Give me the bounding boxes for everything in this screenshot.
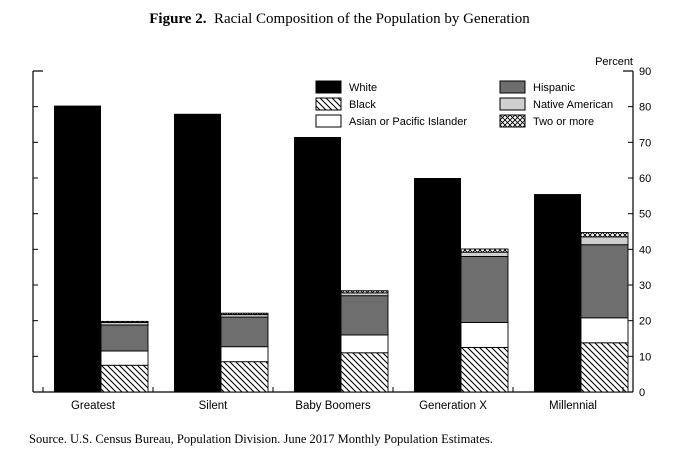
legend-label-asian-or-pacific-islander: Asian or Pacific Islander bbox=[349, 116, 467, 128]
bar-hispanic-greatest bbox=[100, 324, 149, 352]
bar-native-american-millennial bbox=[580, 236, 629, 246]
legend-label-hispanic: Hispanic bbox=[533, 82, 576, 94]
y-tick-label: 90 bbox=[639, 66, 651, 78]
legend-swatch-hispanic bbox=[499, 80, 526, 94]
bar-white-baby-boomers bbox=[294, 136, 341, 392]
figure-label: Figure 2. bbox=[149, 11, 207, 27]
bar-hispanic-generation-x bbox=[460, 256, 509, 323]
bar-native-american-generation-x bbox=[460, 251, 509, 257]
bar-black-silent bbox=[220, 361, 269, 393]
bar-black-generation-x bbox=[460, 346, 509, 393]
y-tick-label: 80 bbox=[639, 102, 651, 114]
y-axis-label: Percent bbox=[595, 56, 633, 68]
y-tick-label: 50 bbox=[639, 209, 651, 221]
bar-hispanic-baby-boomers bbox=[340, 295, 389, 336]
bar-asian-or-pacific-islander-greatest bbox=[100, 350, 149, 366]
x-axis: Greatest Silent Baby Boomers Generation X Mi… bbox=[42, 387, 624, 412]
bar-white-millennial bbox=[534, 194, 581, 392]
x-tick-label-greatest: Greatest bbox=[71, 400, 116, 412]
y-tick-label: 30 bbox=[639, 280, 651, 292]
bar-two-or-more-generation-x bbox=[460, 248, 509, 253]
figure-title: Racial Composition of the Population by … bbox=[213, 11, 530, 27]
y-tick-label: 10 bbox=[639, 351, 651, 363]
bar-two-or-more-baby-boomers bbox=[340, 290, 389, 294]
x-tick-label-millennial: Millennial bbox=[549, 400, 597, 412]
bar-white-greatest bbox=[54, 105, 101, 392]
bar-asian-or-pacific-islander-generation-x bbox=[460, 322, 509, 348]
bar-black-millennial bbox=[580, 342, 629, 393]
source-note: Source. U.S. Census Bureau, Population D… bbox=[29, 432, 493, 446]
legend-swatch-black bbox=[315, 97, 342, 111]
y-tick-label: 60 bbox=[639, 173, 651, 185]
bar-asian-or-pacific-islander-silent bbox=[220, 346, 269, 363]
bar-hispanic-silent bbox=[220, 316, 269, 348]
y-tick-label: 0 bbox=[639, 387, 645, 399]
bar-two-or-more-silent bbox=[220, 312, 269, 316]
bar-white-silent bbox=[174, 113, 221, 393]
legend-swatch-native-american bbox=[499, 97, 526, 111]
bar-asian-or-pacific-islander-baby-boomers bbox=[340, 334, 389, 354]
x-tick-label-generation-x: Generation X bbox=[419, 400, 487, 412]
bar-black-baby-boomers bbox=[340, 352, 389, 393]
legend-swatch-two-or-more bbox=[499, 114, 526, 128]
bar-two-or-more-greatest bbox=[100, 320, 149, 323]
legend: White Black Asian or Pacific Islander Hispa… bbox=[315, 80, 613, 128]
y-tick-label: 70 bbox=[639, 137, 651, 149]
bar-black-greatest bbox=[100, 364, 149, 393]
bar-white-generation-x bbox=[414, 178, 461, 392]
bar-hispanic-millennial bbox=[580, 244, 629, 319]
chart-title: Figure 2. Racial Composition of the Popu… bbox=[0, 11, 679, 28]
legend-label-black: Black bbox=[349, 99, 376, 111]
legend-label-native-american: Native American bbox=[533, 99, 613, 111]
y-axis: 0 10 20 30 40 50 60 70 80 90 Percent bbox=[33, 56, 651, 399]
legend-swatch-white bbox=[315, 80, 342, 94]
x-tick-label-silent: Silent bbox=[199, 400, 229, 412]
bar-asian-or-pacific-islander-millennial bbox=[580, 317, 629, 344]
y-tick-label: 20 bbox=[639, 316, 651, 328]
bars bbox=[54, 105, 629, 393]
bar-two-or-more-millennial bbox=[580, 232, 629, 238]
y-tick-label: 40 bbox=[639, 244, 651, 256]
legend-swatch-asian-or-pacific-islander bbox=[315, 114, 342, 128]
legend-label-two-or-more: Two or more bbox=[533, 116, 594, 128]
x-tick-label-baby-boomers: Baby Boomers bbox=[295, 400, 371, 412]
legend-label-white: White bbox=[349, 82, 377, 94]
